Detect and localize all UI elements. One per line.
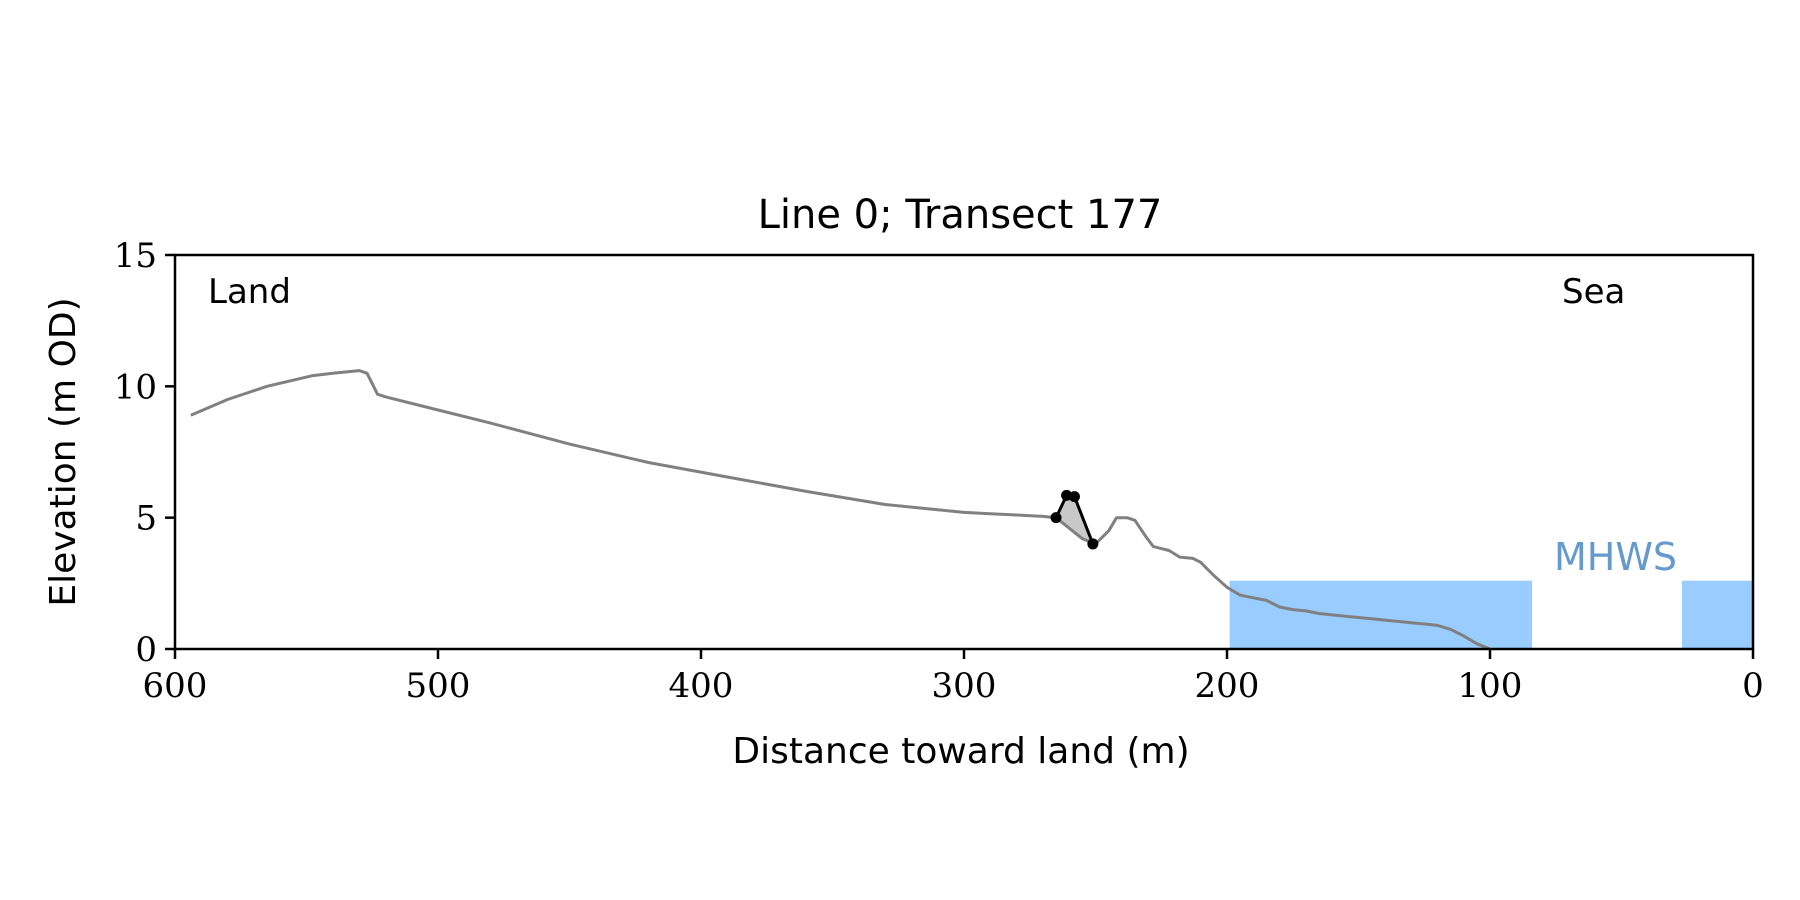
x-tick-label: 600 bbox=[143, 666, 208, 706]
x-axis: 600 500 400 300 200 100 0 bbox=[143, 649, 1764, 706]
water-region-1 bbox=[1229, 580, 1533, 649]
profile-line bbox=[190, 369, 1491, 651]
highlight-point bbox=[1050, 512, 1062, 524]
y-tick-label: 0 bbox=[135, 630, 157, 670]
y-axis: 0 5 10 15 bbox=[114, 236, 175, 670]
land-annotation: Land bbox=[208, 272, 291, 312]
x-tick-label: 200 bbox=[1195, 666, 1260, 706]
highlight-point bbox=[1087, 538, 1099, 550]
x-tick-label: 100 bbox=[1458, 666, 1523, 706]
chart-title: Line 0; Transect 177 bbox=[758, 192, 1163, 238]
y-axis-label: Elevation (m OD) bbox=[43, 297, 84, 606]
highlight-shading bbox=[1056, 495, 1093, 544]
x-tick-label: 500 bbox=[406, 666, 471, 706]
plot-area bbox=[190, 369, 1753, 651]
x-tick-label: 300 bbox=[932, 666, 997, 706]
highlight-point bbox=[1068, 491, 1080, 503]
y-tick-label: 5 bbox=[135, 499, 157, 539]
x-tick-label: 400 bbox=[669, 666, 734, 706]
sea-annotation: Sea bbox=[1562, 272, 1625, 312]
y-tick-label: 10 bbox=[114, 367, 157, 407]
y-tick-label: 15 bbox=[114, 236, 157, 276]
x-tick-label: 0 bbox=[1742, 666, 1764, 706]
mhws-label: MHWS bbox=[1554, 535, 1677, 579]
water-region-2 bbox=[1681, 580, 1753, 649]
x-axis-label: Distance toward land (m) bbox=[732, 731, 1189, 772]
